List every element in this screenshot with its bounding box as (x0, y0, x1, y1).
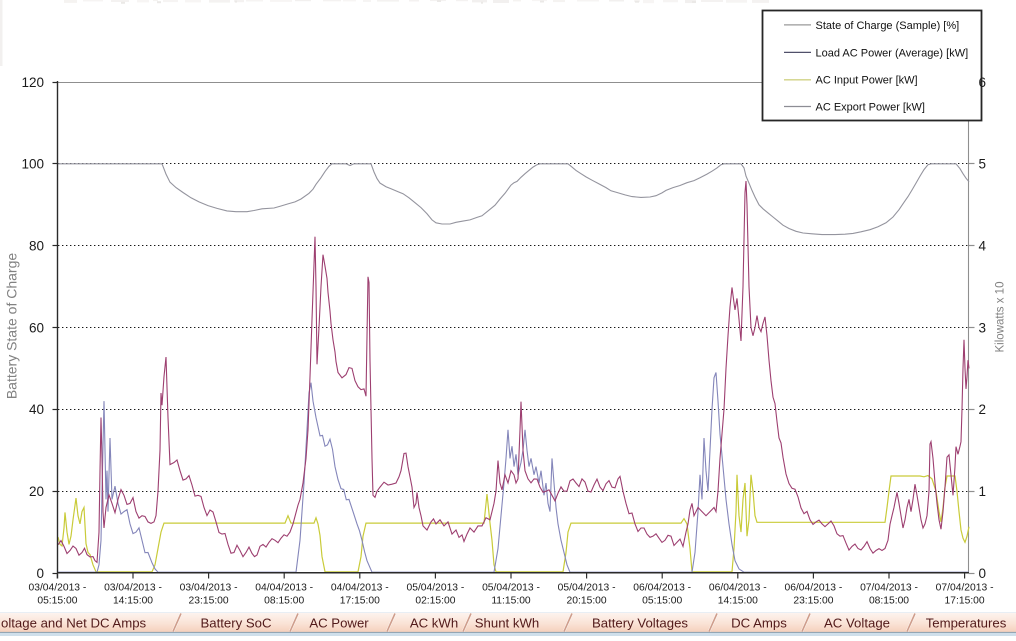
svg-text:17:15:00: 17:15:00 (340, 596, 380, 607)
svg-text:Load AC Power (Average) [kW]: Load AC Power (Average) [kW] (816, 47, 969, 59)
svg-text:07/04/2013 -: 07/04/2013 - (860, 583, 918, 594)
svg-text:AC Input Power [kW]: AC Input Power [kW] (816, 75, 918, 87)
svg-text:03/04/2013 -: 03/04/2013 - (28, 583, 86, 594)
svg-text:4: 4 (979, 239, 987, 254)
svg-text:Temperatures: Temperatures (926, 616, 1007, 631)
svg-text:1: 1 (979, 484, 987, 499)
svg-text:20: 20 (29, 484, 44, 499)
svg-text:Shunt kWh: Shunt kWh (475, 616, 540, 631)
svg-text:05:15:00: 05:15:00 (642, 596, 682, 607)
svg-text:AC Power: AC Power (309, 616, 369, 631)
svg-text:20:15:00: 20:15:00 (567, 596, 607, 607)
svg-text:AC Export Power [kW]: AC Export Power [kW] (816, 101, 925, 113)
svg-text:08:15:00: 08:15:00 (264, 596, 304, 607)
svg-text:03/04/2013 -: 03/04/2013 - (104, 583, 162, 594)
svg-text:Kilowatts x 10: Kilowatts x 10 (995, 282, 1007, 353)
svg-text:05/04/2013 -: 05/04/2013 - (558, 583, 616, 594)
svg-text:80: 80 (29, 239, 44, 254)
svg-text:08:15:00: 08:15:00 (869, 596, 909, 607)
svg-text:06/04/2013 -: 06/04/2013 - (633, 583, 691, 594)
svg-text:Battery Voltages: Battery Voltages (592, 616, 688, 631)
svg-text:DC Amps: DC Amps (731, 616, 787, 631)
svg-text:14:15:00: 14:15:00 (718, 596, 758, 607)
svg-text:0: 0 (36, 566, 44, 581)
svg-text:05/04/2013 -: 05/04/2013 - (406, 583, 464, 594)
svg-text:23:15:00: 23:15:00 (793, 596, 833, 607)
svg-text:5: 5 (979, 157, 987, 172)
svg-text:6: 6 (979, 75, 987, 90)
svg-text:120: 120 (21, 75, 44, 90)
svg-text:03/04/2013 -: 03/04/2013 - (180, 583, 238, 594)
svg-text:60: 60 (29, 320, 44, 335)
svg-text:05/04/2013 -: 05/04/2013 - (482, 583, 540, 594)
svg-text:100: 100 (21, 157, 44, 172)
svg-text:AC Voltage: AC Voltage (824, 616, 890, 631)
svg-text:06/04/2013 -: 06/04/2013 - (784, 583, 842, 594)
svg-text:AC kWh: AC kWh (410, 616, 458, 631)
svg-text:05:15:00: 05:15:00 (37, 596, 77, 607)
svg-text:17:15:00: 17:15:00 (945, 596, 985, 607)
svg-text:Battery State of Charge: Battery State of Charge (4, 253, 20, 400)
svg-text:02:15:00: 02:15:00 (415, 596, 455, 607)
svg-text:07/04/2013 -: 07/04/2013 - (936, 583, 994, 594)
svg-text:0: 0 (979, 566, 987, 581)
svg-text:3: 3 (979, 320, 987, 335)
svg-text:23:15:00: 23:15:00 (189, 596, 229, 607)
svg-text:oltage and Net DC Amps: oltage and Net DC Amps (1, 616, 147, 631)
svg-text:04/04/2013 -: 04/04/2013 - (255, 583, 313, 594)
svg-text:State of Charge (Sample) [%]: State of Charge (Sample) [%] (816, 20, 960, 32)
svg-text:04/04/2013 -: 04/04/2013 - (331, 583, 389, 594)
svg-text:11:15:00: 11:15:00 (491, 596, 531, 607)
svg-text:06/04/2013 -: 06/04/2013 - (709, 583, 767, 594)
svg-text:Battery SoC: Battery SoC (200, 616, 272, 631)
svg-text:40: 40 (29, 402, 44, 417)
svg-text:14:15:00: 14:15:00 (113, 596, 153, 607)
svg-text:2: 2 (979, 402, 987, 417)
